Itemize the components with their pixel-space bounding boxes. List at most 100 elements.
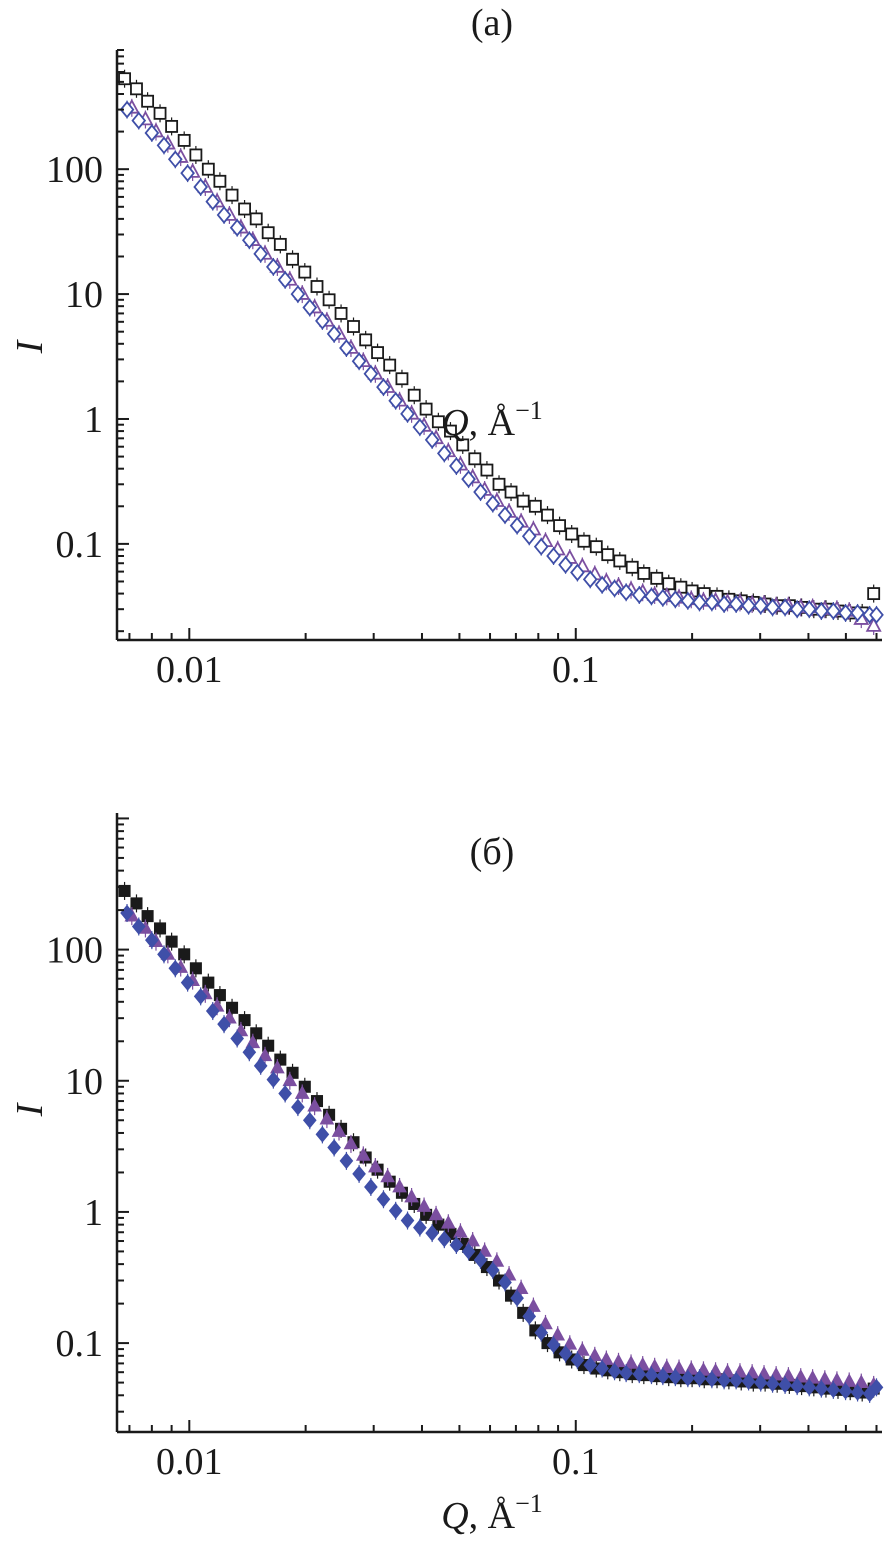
data-point (729, 1372, 743, 1389)
data-point (270, 1059, 285, 1074)
data-point (118, 884, 131, 897)
data-point (238, 202, 251, 216)
data-point (461, 470, 476, 489)
data-point (395, 372, 409, 386)
y-tick-label-a: 0.1 (56, 524, 104, 566)
data-point (444, 424, 457, 438)
data-point (692, 1369, 707, 1387)
data-point (319, 1110, 335, 1125)
data-point (613, 554, 627, 568)
data-point (302, 298, 318, 317)
data-point (253, 244, 269, 263)
data-point (570, 1351, 585, 1369)
data-point (449, 1236, 464, 1254)
panel-a-axes: 0.1 1 10 100 0.01 0.1 (46, 49, 882, 691)
data-point (266, 1071, 281, 1088)
series-a-1 (118, 69, 881, 622)
data-point (298, 265, 312, 279)
data-point (473, 483, 488, 501)
data-point (257, 1047, 273, 1062)
data-point (302, 1111, 317, 1129)
data-point (131, 111, 147, 130)
data-point (680, 591, 696, 610)
data-point (364, 1178, 378, 1196)
data-point (331, 1123, 347, 1137)
data-point (558, 1345, 573, 1362)
data-point (273, 237, 287, 251)
data-point (371, 346, 384, 360)
data-point (674, 580, 688, 594)
data-point (850, 604, 865, 622)
panel-a-ylabel: I (9, 338, 51, 354)
data-point (407, 388, 421, 402)
y-tick-label-b: 10 (65, 1061, 103, 1103)
data-point (339, 1152, 354, 1170)
data-point (315, 312, 330, 330)
data-point (388, 391, 404, 410)
data-point (425, 1224, 439, 1242)
data-point (241, 231, 257, 250)
data-point (485, 494, 501, 513)
data-point (777, 598, 793, 617)
data-point (189, 962, 202, 975)
chart-panel-a: (а) 0.1 1 10 100 0.01 0.1 I Q, Å−1 (9, 2, 884, 691)
data-point (582, 570, 598, 589)
data-point (850, 1384, 865, 1401)
data-point (351, 352, 367, 371)
panel-b-xlabel: Q, Å−1 (441, 1489, 543, 1537)
data-point (165, 935, 178, 948)
data-point (534, 1324, 549, 1341)
data-point (753, 596, 769, 615)
data-point (201, 162, 215, 176)
data-point (625, 560, 639, 574)
data-point (202, 976, 215, 989)
data-point (789, 600, 805, 619)
series-a-2 (123, 98, 882, 636)
data-point (456, 438, 470, 452)
data-point (189, 148, 203, 162)
data-point (644, 587, 659, 606)
data-point (376, 1190, 391, 1208)
data-point (262, 1039, 275, 1052)
data-point (461, 1243, 476, 1260)
data-point (741, 1373, 756, 1390)
data-point (266, 258, 281, 276)
data-point (631, 586, 647, 604)
data-point (278, 1085, 292, 1102)
data-point (440, 1215, 456, 1229)
data-point (558, 555, 573, 574)
data-point (326, 325, 342, 343)
data-point (778, 1376, 792, 1394)
data-point (802, 1379, 817, 1396)
series-b-3 (120, 904, 884, 1403)
data-point (154, 922, 167, 935)
data-point (286, 252, 299, 266)
data-point (565, 527, 579, 541)
data-point (618, 583, 634, 602)
data-point (601, 548, 615, 562)
data-point (650, 571, 664, 585)
data-point (583, 1356, 598, 1374)
data-point (277, 270, 293, 289)
data-point (465, 1232, 480, 1247)
data-point (607, 1362, 622, 1380)
data-point (388, 1202, 403, 1220)
data-point (352, 1165, 366, 1183)
data-point (428, 1206, 444, 1221)
panel-b-ylabel: I (9, 1101, 51, 1117)
data-point (589, 540, 603, 554)
data-point (294, 1085, 310, 1099)
data-point (510, 1289, 524, 1307)
data-point (570, 563, 585, 582)
data-point (838, 1382, 853, 1400)
data-point (230, 1030, 244, 1047)
data-point (229, 218, 245, 237)
data-point (315, 1126, 330, 1143)
data-point (869, 1379, 884, 1396)
data-point (322, 293, 336, 307)
data-point (261, 226, 275, 240)
data-point (521, 527, 537, 546)
data-point (238, 1014, 251, 1027)
data-point (424, 431, 440, 449)
data-point (274, 1053, 287, 1066)
